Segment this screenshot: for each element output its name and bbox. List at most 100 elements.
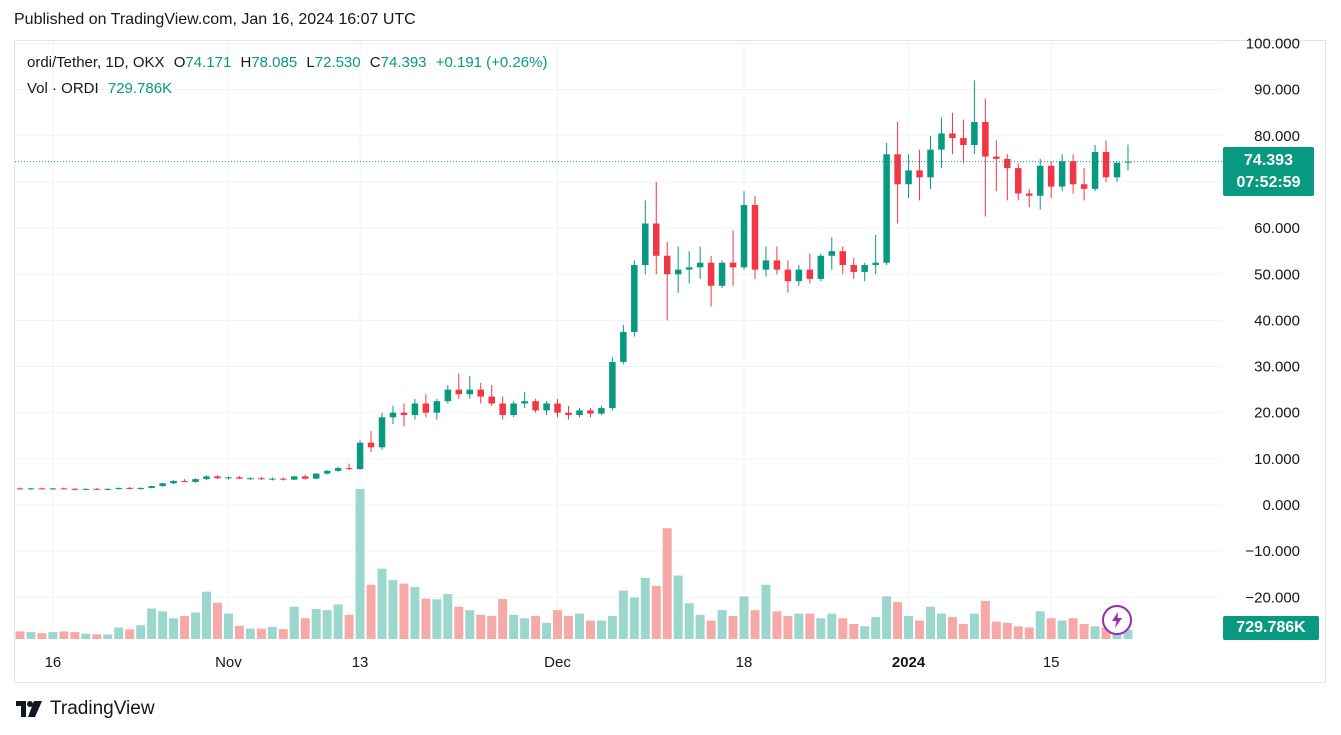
candle-body — [642, 223, 649, 266]
candle-body — [762, 260, 770, 270]
candle-body — [345, 468, 353, 470]
brand[interactable]: TradingView — [16, 698, 155, 720]
brand-name: TradingView — [50, 698, 155, 719]
volume-bar — [1101, 627, 1111, 639]
candle-body — [126, 487, 133, 489]
candle-body — [795, 269, 803, 282]
candle-body — [927, 149, 934, 178]
volume-bar — [1068, 618, 1078, 639]
high-key: H — [240, 54, 252, 71]
volume-bar — [794, 613, 804, 639]
candle-body — [236, 477, 243, 479]
volume-bar — [728, 615, 738, 639]
candle-body — [554, 403, 561, 413]
volume-bar — [509, 614, 519, 639]
candle-body — [214, 476, 221, 479]
volume-bar — [739, 596, 749, 639]
volume-bar — [585, 620, 595, 639]
volume-bar — [1002, 622, 1012, 639]
volume-bar — [48, 632, 58, 639]
candle-body — [1015, 168, 1022, 194]
volume-bar — [300, 618, 310, 639]
volume-bar — [388, 580, 398, 639]
volume-bar — [816, 618, 826, 639]
volume-bar — [26, 632, 36, 639]
candle-body — [312, 473, 320, 479]
candle-body — [707, 262, 715, 286]
candle-body — [422, 403, 430, 413]
ohlc-legend: ordi/Tether, 1D, OKX O74.171 H78.085 L72… — [27, 54, 552, 71]
candle-body — [1124, 161, 1132, 163]
volume-bar — [476, 614, 486, 639]
candle-body — [82, 488, 90, 490]
volume-bar — [783, 615, 793, 639]
countdown-value: 07:52:59 — [1236, 174, 1301, 191]
volume-bar — [926, 606, 936, 639]
candle-body — [861, 265, 868, 272]
volume-bar — [322, 610, 332, 639]
candle-body — [367, 442, 375, 448]
candle-body — [718, 262, 726, 286]
volume-bar — [1090, 626, 1100, 639]
volume-bar — [958, 624, 968, 639]
volume-bar — [838, 618, 848, 639]
flash-glyph — [1112, 612, 1122, 628]
candle-body — [598, 408, 605, 414]
volume-bar — [443, 594, 453, 639]
candle-body — [27, 488, 35, 490]
close-key: C — [369, 54, 381, 71]
candle-body — [949, 133, 956, 139]
volume-bar — [1024, 627, 1034, 639]
volume-bars — [15, 489, 1133, 639]
chart-frame — [14, 40, 1326, 683]
candle-body — [916, 170, 923, 178]
close-value: 74.393 — [380, 54, 427, 71]
flash-icon[interactable] — [1102, 605, 1132, 635]
volume-bar — [487, 615, 497, 639]
candle-body — [71, 488, 79, 490]
volume-bar — [432, 599, 442, 639]
candle-body — [740, 205, 748, 268]
volume-bar — [267, 626, 277, 639]
candle-body — [148, 486, 155, 488]
volume-bar — [969, 613, 979, 639]
volume-bar — [596, 620, 606, 639]
candle-body — [181, 481, 188, 483]
volume-bar — [574, 613, 584, 639]
candle-body — [137, 487, 144, 489]
candle-body — [258, 478, 265, 480]
volume-bar — [355, 489, 365, 639]
volume-bar — [125, 629, 135, 639]
candle-body — [543, 403, 550, 411]
candle-body — [477, 389, 484, 397]
candle-body — [609, 361, 616, 409]
price-tick-label: 40.000 — [1254, 312, 1300, 329]
candle-body — [400, 412, 408, 416]
volume-bar — [465, 610, 475, 639]
symbol-title[interactable]: ordi/Tether, 1D, OKX — [27, 54, 165, 71]
volume-bar — [860, 626, 870, 639]
volume-bar — [805, 613, 815, 639]
candle-body — [565, 412, 572, 416]
candle-body — [323, 470, 331, 474]
time-tick-label: 13 — [352, 654, 369, 671]
candle-body — [411, 403, 419, 416]
candle-body — [532, 401, 539, 411]
candle-body — [883, 154, 890, 263]
volume-bar — [618, 590, 628, 639]
volume-bar — [706, 620, 716, 639]
candle-body — [225, 477, 232, 479]
volume-bar — [103, 634, 113, 639]
volume-label[interactable]: Vol · ORDI — [27, 80, 99, 97]
volume-bar — [180, 615, 190, 639]
candle-body — [576, 410, 583, 416]
volume-bar — [169, 618, 179, 639]
volume-bar — [498, 599, 508, 639]
candle-body — [817, 255, 825, 279]
volume-bar — [1046, 618, 1056, 639]
candle-body — [444, 389, 452, 402]
volume-bar — [542, 622, 552, 639]
candle-body — [115, 487, 122, 489]
volume-bar — [92, 634, 102, 639]
